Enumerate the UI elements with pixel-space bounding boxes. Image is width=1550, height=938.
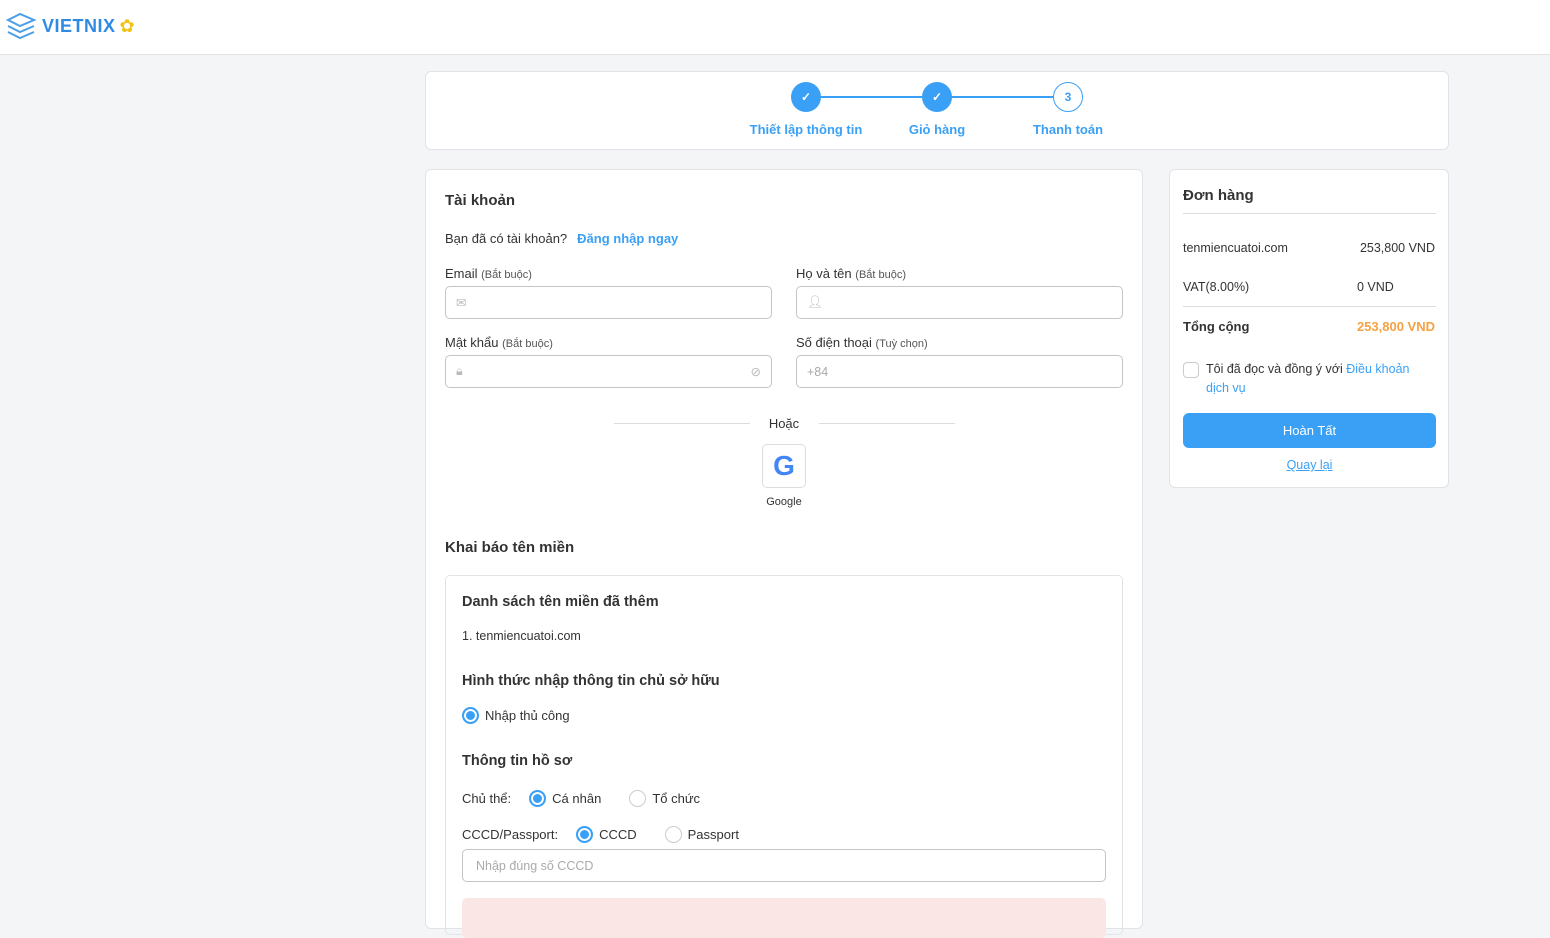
domain-list-title: Danh sách tên miền đã thêm [462,594,659,610]
password-input[interactable]: 🔒︎ ⊘ [445,355,772,388]
step-number: 3 [1053,82,1083,112]
logo-text: VIETNIX [42,15,116,36]
total-value: 253,800 VND [1356,319,1435,334]
password-label: Mật khẩu (Bắt buộc) [445,335,553,350]
terms-checkbox[interactable] [1183,362,1199,378]
envelope-icon: ✉ [456,296,467,310]
order-item-name: tenmiencuatoi.com [1183,241,1288,255]
google-icon: G [773,450,795,481]
google-login-button[interactable]: G [762,444,806,488]
logo-server-icon [6,12,37,40]
method-title: Hình thức nhập thông tin chủ sở hữu [462,673,720,689]
terms-link[interactable]: Điều khoản dịch vụ [1206,362,1410,395]
divider [819,423,955,424]
id-passport-radio[interactable]: Passport [664,826,739,843]
radio-checked[interactable] [462,707,479,724]
phone-input[interactable]: +84 [796,355,1123,388]
error-alert [462,898,1106,938]
login-link[interactable]: Đăng nhập ngay [577,231,679,246]
step-label: Giỏ hàng [908,122,966,137]
phone-label: Số điện thoại (Tuỳ chọn) [796,335,928,350]
eye-off-icon[interactable]: ⊘ [750,365,761,379]
back-link[interactable]: Quay lại [1286,458,1333,472]
step-3[interactable]: 3 Thanh toán [998,82,1138,137]
phone-placeholder: +84 [807,364,829,379]
step-label: Thiết lập thông tin [749,122,863,137]
email-label: Email (Bắt buộc) [445,266,532,281]
profile-title: Thông tin hồ sơ [462,753,573,769]
order-summary: Đơn hàng tenmiencuatoi.com 253,800 VND V… [1169,169,1449,488]
subject-individual-radio[interactable]: Cá nhân [529,790,601,807]
terms-text: Tôi đã đọc và đồng ý với Điều khoản dịch… [1206,362,1410,395]
google-label: Google [766,496,802,508]
lock-icon: 🔒︎ [456,364,463,378]
account-panel: Tài khoản Bạn đã có tài khoản? Đăng nhập… [425,169,1143,938]
order-title: Đơn hàng [1183,187,1254,204]
subject-label: Chủ thể: [462,791,512,806]
divider [614,423,750,424]
step-label: Thanh toán [1032,122,1104,137]
total-label: Tổng cộng [1183,319,1250,334]
name-input[interactable]: 👤︎ [796,286,1123,319]
user-icon: 👤︎ [807,295,823,309]
or-text: Hoặc [768,416,800,431]
check-icon: ✓ [791,82,821,112]
check-icon: ✓ [922,82,952,112]
have-account-text: Bạn đã có tài khoản? [445,231,568,246]
manual-entry-radio[interactable]: Nhập thủ công [462,707,570,724]
step-1[interactable]: ✓ Thiết lập thông tin [736,82,876,137]
account-title: Tài khoản [445,192,516,209]
domain-title: Khai báo tên miền [445,539,575,556]
email-input[interactable]: ✉ [445,286,772,319]
checkout-stepper: ✓ Thiết lập thông tin ✓ Giỏ hàng 3 Thanh… [425,71,1449,150]
top-bar: VIETNIX ✿ [0,0,1550,55]
order-item-price: 253,800 VND [1359,241,1435,255]
id-cccd-radio[interactable]: CCCD [576,826,637,843]
id-number-input[interactable]: Nhập đúng số CCCD [462,849,1106,882]
domain-list-item: 1. tenmiencuatoi.com [462,629,581,643]
id-type-label: CCCD/Passport: [462,827,559,842]
logo[interactable]: VIETNIX ✿ [6,10,135,42]
subject-organization-radio[interactable]: Tổ chức [629,790,700,807]
name-label: Họ và tên (Bắt buộc) [796,266,907,281]
vat-label: VAT(8.00%) [1183,280,1250,294]
domain-box: Danh sách tên miền đã thêm 1. tenmiencua… [445,575,1123,938]
complete-button[interactable]: Hoàn Tất [1183,413,1436,448]
vat-value: 0 VND [1357,280,1394,294]
step-2[interactable]: ✓ Giỏ hàng [867,82,1007,137]
apricot-blossom-icon: ✿ [119,15,135,36]
